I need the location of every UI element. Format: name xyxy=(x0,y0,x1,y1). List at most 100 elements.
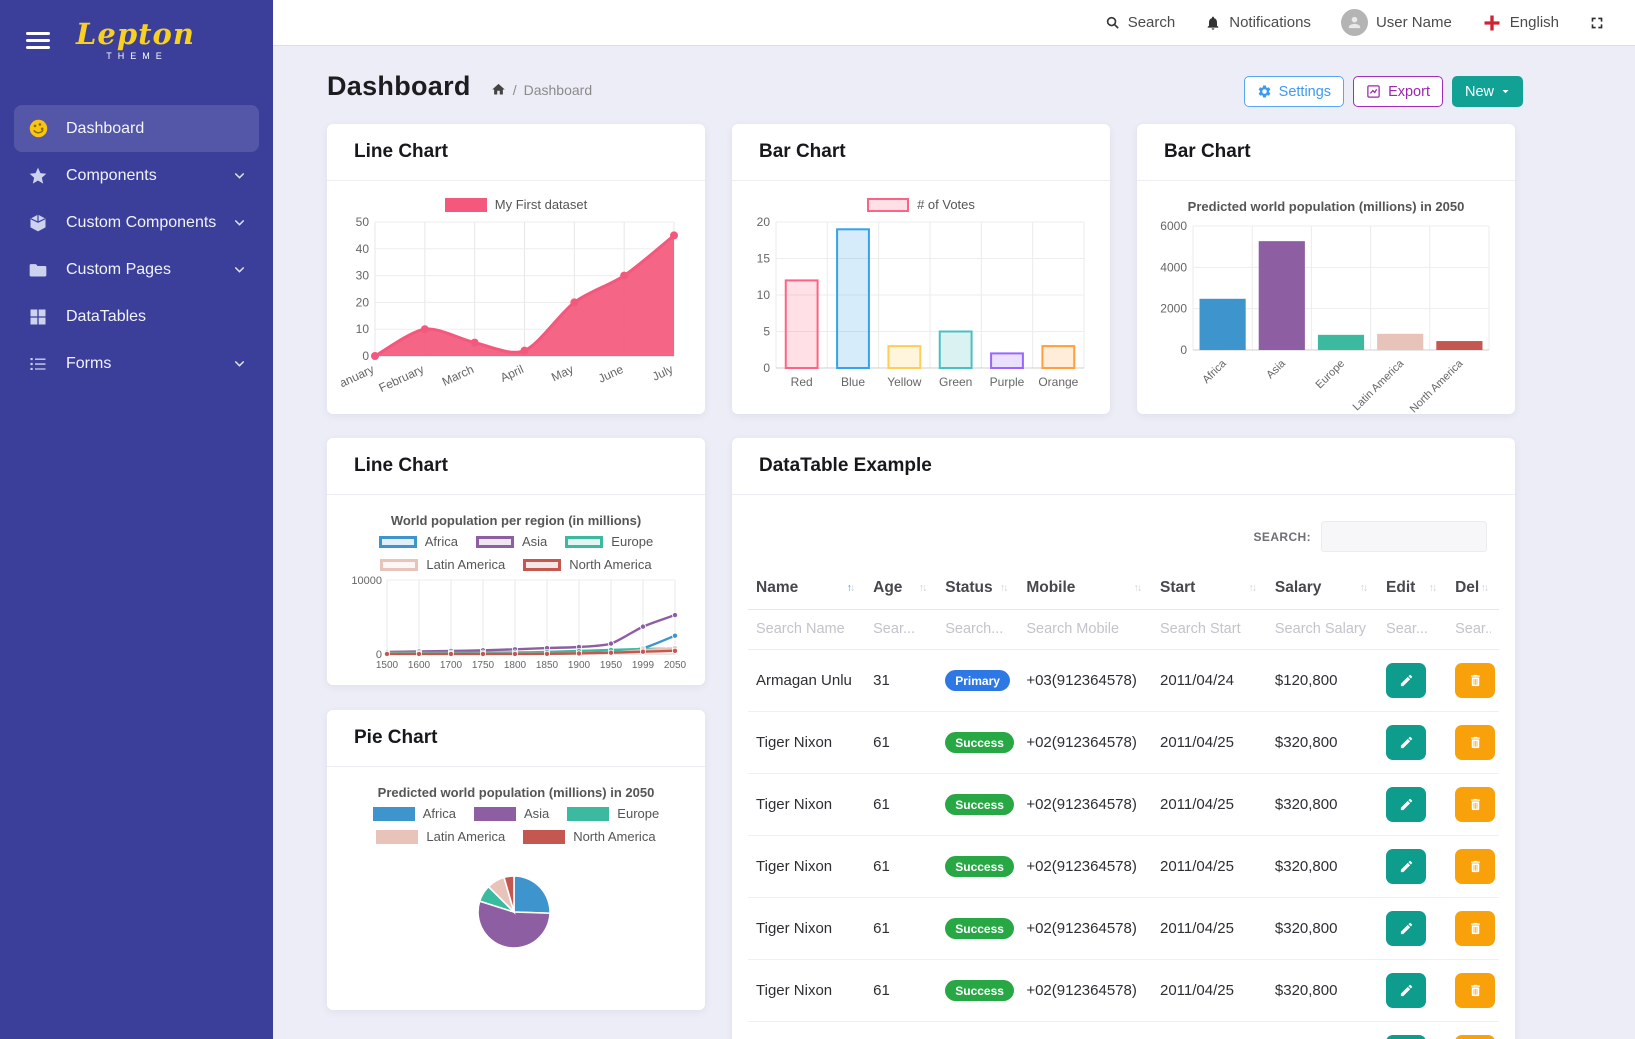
svg-text:1850: 1850 xyxy=(536,660,559,671)
header-search[interactable]: Search xyxy=(1105,14,1175,31)
legend-swatch xyxy=(565,535,604,548)
svg-text:July: July xyxy=(650,362,675,384)
card-title: DataTable Example xyxy=(759,455,932,476)
sidebar-item-custom-pages[interactable]: Custom Pages xyxy=(14,246,259,293)
svg-text:0: 0 xyxy=(376,649,382,661)
legend-item-latin-america[interactable]: Latin America xyxy=(380,557,505,572)
edit-button[interactable] xyxy=(1386,973,1427,1008)
cell-mobile: +02(912364578) xyxy=(1018,1021,1152,1039)
column-header-age[interactable]: Age ↑↓ xyxy=(865,568,938,610)
legend-item-europe[interactable]: Europe xyxy=(565,534,653,549)
header-language[interactable]: English xyxy=(1482,13,1559,33)
sidebar-item-forms[interactable]: Forms xyxy=(14,340,259,387)
bar-chart-2: Predicted world population (millions) in… xyxy=(1137,181,1515,414)
edit-button[interactable] xyxy=(1386,787,1427,822)
svg-text:40: 40 xyxy=(356,242,370,256)
column-header-name[interactable]: Name ↑↓ xyxy=(748,568,866,610)
chart-legend: My First dataset xyxy=(341,197,691,212)
cell-age: 61 xyxy=(865,835,938,898)
cell-name: Tiger Nixon xyxy=(748,1021,866,1039)
column-header-mobile[interactable]: Mobile ↑↓ xyxy=(1018,568,1152,610)
delete-button[interactable] xyxy=(1455,973,1496,1008)
hamburger-menu-icon[interactable] xyxy=(26,29,50,53)
app-logo[interactable]: Lepton THEME xyxy=(76,20,195,62)
legend-item-asia[interactable]: Asia xyxy=(474,806,549,821)
sidebar-menu: Dashboard Components Custom Components Cust… xyxy=(0,105,273,387)
cell-mobile: +02(912364578) xyxy=(1018,897,1152,960)
pencil-icon xyxy=(1399,735,1414,750)
edit-button[interactable] xyxy=(1386,911,1427,946)
chart-legend: Africa Asia Europe Latin America North Ameri… xyxy=(341,534,691,572)
legend-item-africa[interactable]: Africa xyxy=(378,534,458,549)
sidebar-item-dashboard[interactable]: Dashboard xyxy=(14,105,259,152)
edit-button[interactable] xyxy=(1386,1035,1427,1039)
fullscreen-icon[interactable] xyxy=(1589,15,1605,31)
caret-down-icon xyxy=(1501,87,1510,96)
home-icon[interactable] xyxy=(491,82,506,97)
datatable: Name ↑↓ Age ↑↓ Status ↑↓ Mobile ↑↓ Start ↑↓ Salary… xyxy=(748,568,1499,1039)
header-notifications[interactable]: Notifications xyxy=(1205,14,1311,31)
logo-subtext: THEME xyxy=(106,51,168,61)
cell-name: Tiger Nixon xyxy=(748,711,866,774)
column-header-salary[interactable]: Salary ↑↓ xyxy=(1266,568,1379,610)
svg-text:Asia: Asia xyxy=(1264,357,1288,381)
sidebar-item-label: Custom Pages xyxy=(66,260,171,278)
cell-name: Armagan Unlu xyxy=(748,649,866,712)
filter-input-status[interactable] xyxy=(945,621,1011,637)
cell-mobile: +03(912364578) xyxy=(1018,649,1152,712)
legend-item-north-america[interactable]: North America xyxy=(523,829,656,844)
legend-item--of-votes[interactable]: # of Votes xyxy=(867,197,975,212)
cell-mobile: +02(912364578) xyxy=(1018,835,1152,898)
edit-button[interactable] xyxy=(1386,725,1427,760)
filter-input-del[interactable] xyxy=(1455,621,1491,637)
svg-text:1800: 1800 xyxy=(504,660,527,671)
table-search-input[interactable] xyxy=(1321,521,1487,552)
sidebar-item-datatables[interactable]: DataTables xyxy=(14,293,259,340)
cell-start: 2011/04/25 xyxy=(1152,711,1267,774)
svg-text:10: 10 xyxy=(757,288,771,302)
sidebar-item-custom-components[interactable]: Custom Components xyxy=(14,199,259,246)
legend-item-asia[interactable]: Asia xyxy=(476,534,547,549)
gear-icon xyxy=(1257,84,1272,99)
svg-text:0: 0 xyxy=(362,349,369,363)
legend-item-my-first-dataset[interactable]: My First dataset xyxy=(444,197,587,212)
filter-input-mobile[interactable] xyxy=(1026,621,1144,637)
column-header-status[interactable]: Status ↑↓ xyxy=(937,568,1019,610)
chart-legend: Africa Asia Europe Latin America North Ameri… xyxy=(341,806,691,844)
datatable-card: DataTable Example SEARCH: Name ↑↓ Age ↑↓ Sta… xyxy=(732,438,1515,1039)
column-header-del[interactable]: Del ↑↓ xyxy=(1447,568,1499,610)
sidebar-item-components[interactable]: Components xyxy=(14,152,259,199)
filter-input-salary[interactable] xyxy=(1274,621,1371,637)
export-button[interactable]: Export xyxy=(1353,76,1443,107)
bell-icon xyxy=(1205,15,1221,31)
legend-item-africa[interactable]: Africa xyxy=(372,806,456,821)
filter-input-age[interactable] xyxy=(873,621,930,637)
sidebar-item-label: Forms xyxy=(66,354,112,372)
legend-item-latin-america[interactable]: Latin America xyxy=(376,829,505,844)
legend-swatch xyxy=(444,197,487,212)
edit-button[interactable] xyxy=(1386,849,1427,884)
delete-button[interactable] xyxy=(1455,787,1496,822)
delete-button[interactable] xyxy=(1455,1035,1496,1039)
sidebar-item-label: DataTables xyxy=(66,307,147,325)
column-header-start[interactable]: Start ↑↓ xyxy=(1152,568,1267,610)
sidebar-item-label: Components xyxy=(66,166,157,184)
delete-button[interactable] xyxy=(1455,849,1496,884)
legend-item-north-america[interactable]: North America xyxy=(523,557,652,572)
filter-input-start[interactable] xyxy=(1160,621,1259,637)
edit-button[interactable] xyxy=(1386,663,1427,698)
filter-input-edit[interactable] xyxy=(1386,621,1440,637)
filter-input-name[interactable] xyxy=(756,621,858,637)
delete-button[interactable] xyxy=(1455,663,1496,698)
delete-button[interactable] xyxy=(1455,911,1496,946)
legend-swatch xyxy=(378,535,417,548)
column-header-edit[interactable]: Edit ↑↓ xyxy=(1378,568,1448,610)
new-button[interactable]: New xyxy=(1451,76,1523,107)
list-icon xyxy=(27,353,49,375)
legend-item-europe[interactable]: Europe xyxy=(567,806,659,821)
svg-text:1900: 1900 xyxy=(568,660,591,671)
header-user[interactable]: User Name xyxy=(1340,9,1452,36)
delete-button[interactable] xyxy=(1455,725,1496,760)
settings-button[interactable]: Settings xyxy=(1243,76,1345,107)
